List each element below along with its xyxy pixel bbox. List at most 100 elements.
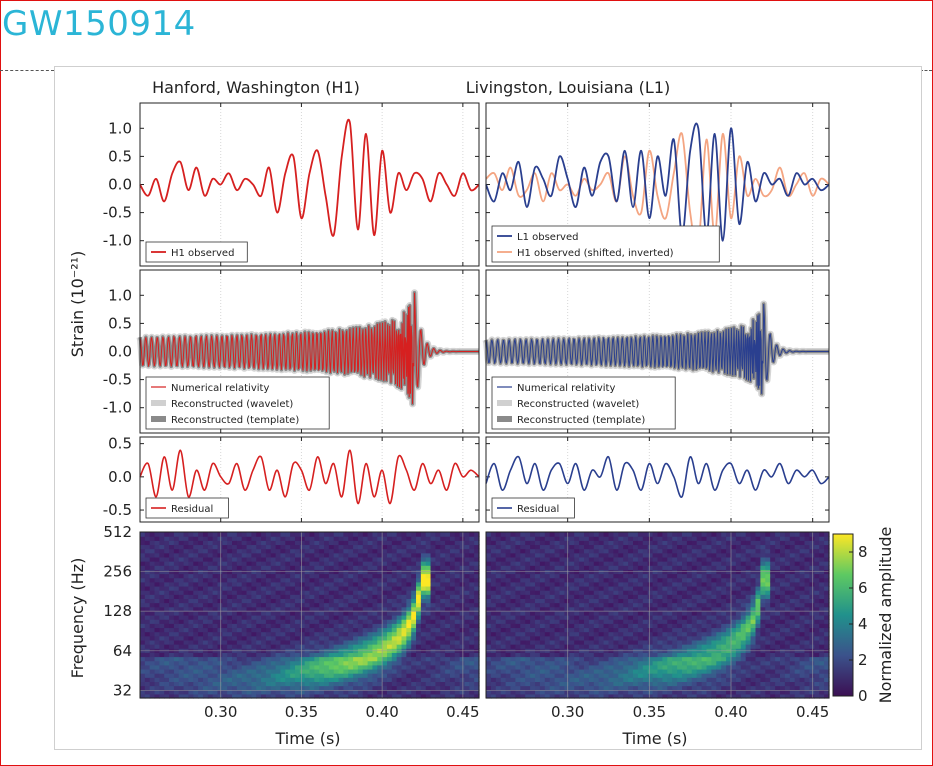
heatmap-cell (377, 561, 383, 566)
heatmap-cell (372, 565, 378, 570)
heatmap-cell (459, 585, 466, 591)
heatmap-cell (285, 689, 291, 695)
heatmap-cell (633, 594, 639, 599)
heatmap-cell (515, 668, 521, 674)
heatmap-cell (505, 610, 512, 616)
heatmap-cell (411, 677, 417, 682)
heatmap-cell (324, 627, 330, 633)
heatmap-cell (149, 677, 156, 682)
heatmap-cell (377, 552, 383, 558)
heatmap-cell (716, 594, 722, 599)
heatmap-cell (701, 693, 708, 699)
heatmap-cell (574, 548, 580, 554)
heatmap-cell (642, 693, 649, 699)
heatmap-cell (217, 635, 223, 641)
heatmap-cell (232, 619, 238, 624)
heatmap-cell (328, 590, 335, 595)
heatmap-cell (401, 606, 407, 612)
heatmap-cell (464, 652, 470, 658)
heatmap-cell (324, 619, 330, 624)
heatmap-cell (672, 556, 678, 562)
heatmap-cell (261, 548, 267, 554)
heatmap-cell (401, 693, 407, 699)
heatmap-cell (672, 689, 678, 695)
heatmap-cell (515, 639, 521, 645)
heatmap-cell (406, 639, 412, 645)
heatmap-cell (314, 664, 320, 670)
heatmap-cell (554, 590, 561, 595)
heatmap-cell (440, 693, 446, 699)
heatmap-cell (449, 677, 456, 682)
heatmap-cell (510, 685, 516, 691)
heatmap-cell (584, 610, 590, 616)
heatmap-cell (652, 652, 659, 658)
heatmap-cell (314, 685, 320, 691)
y-tick-label: -0.5 (103, 501, 132, 519)
heatmap-cell (584, 581, 590, 587)
heatmap-cell (246, 673, 252, 678)
heatmap-cell (416, 540, 422, 546)
heatmap-cell (716, 573, 722, 579)
heatmap-cell (505, 681, 512, 687)
heatmap-cell (559, 573, 565, 579)
heatmap-cell (440, 548, 446, 554)
heatmap-cell (265, 644, 272, 649)
heatmap-cell (382, 685, 388, 691)
heatmap-cell (574, 619, 580, 624)
heatmap-cell (178, 594, 185, 599)
heatmap-cell (618, 627, 624, 633)
heatmap-cell (309, 660, 315, 666)
heatmap-cell (449, 565, 456, 570)
heatmap-cell (280, 693, 286, 699)
heatmap-cell (202, 532, 209, 537)
heatmap-cell (530, 685, 536, 691)
axes-frame (485, 102, 830, 267)
heatmap-cell (469, 540, 475, 546)
heatmap-cell (535, 656, 541, 662)
heatmap-cell (598, 610, 605, 616)
heatmap-cell (188, 639, 194, 645)
heatmap-cell (564, 544, 570, 550)
heatmap-cell (711, 536, 717, 541)
heatmap-cell (353, 693, 359, 699)
heatmap-cell (391, 693, 398, 699)
heatmap-cell (217, 685, 223, 691)
heatmap-cell (721, 561, 727, 566)
heatmap-cell (333, 631, 340, 637)
heatmap-cell (154, 585, 160, 591)
heatmap-cell (505, 673, 512, 678)
heatmap-cell (232, 656, 238, 662)
heatmap-cell (353, 602, 359, 608)
heatmap-cell (144, 681, 151, 687)
heatmap-cell (549, 660, 556, 666)
heatmap-cell (574, 627, 580, 633)
heatmap-cell (343, 590, 349, 595)
heatmap-cell (232, 660, 238, 666)
heatmap-cell (584, 565, 590, 570)
heatmap-cell (207, 598, 214, 604)
heatmap-cell (593, 677, 600, 682)
heatmap-cell (603, 681, 610, 687)
heatmap-cell (530, 681, 536, 687)
heatmap-cell (202, 602, 209, 608)
heatmap-cell (299, 693, 306, 699)
heatmap-cell (328, 689, 335, 695)
heatmap-cell (686, 536, 693, 541)
heatmap-cell (490, 627, 497, 633)
heatmap-cell (464, 548, 470, 554)
heatmap-cell (319, 606, 325, 612)
heatmap-cell (435, 552, 441, 558)
heatmap-cell (241, 689, 248, 695)
heatmap-cell (608, 548, 614, 554)
heatmap-cell (144, 581, 151, 587)
heatmap-cell (672, 627, 678, 633)
heatmap-cell (280, 561, 286, 566)
heatmap-cell (333, 532, 340, 537)
heatmap-cell (574, 685, 580, 691)
heatmap-cell (198, 561, 204, 566)
heatmap-cell (510, 693, 516, 699)
heatmap-cell (140, 581, 146, 587)
heatmap-cell (251, 536, 257, 541)
heatmap-cell (469, 681, 475, 687)
heatmap-cell (275, 635, 282, 641)
